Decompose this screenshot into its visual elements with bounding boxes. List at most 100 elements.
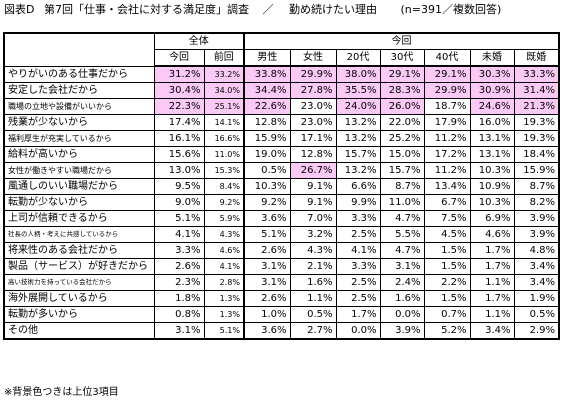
- table-cell: 1.7%: [469, 242, 515, 259]
- table-cell: 3.6%: [243, 322, 291, 340]
- table-cell: 18.4%: [513, 146, 560, 163]
- table-row: 安定した会社だから 30.4% 34.0% 34.4% 27.8% 35.5% 28.3% 2…: [3, 82, 560, 99]
- table-cell: 4.3%: [203, 226, 245, 243]
- table-cell: 9.2%: [203, 194, 245, 211]
- table-cell: 19.3%: [513, 130, 560, 147]
- table-cell: 35.5%: [335, 82, 381, 99]
- table-row: その他 3.1% 5.1% 3.6% 2.7% 0.0% 3.9% 5.2% 3.4% 2.9%: [3, 322, 560, 340]
- table-cell: 0.0%: [335, 322, 381, 340]
- table-row: 海外展開しているから 1.8% 1.3% 2.6% 1.1% 2.5% 1.6% 1.5% 1.…: [3, 290, 560, 307]
- table-cell: 3.1%: [243, 258, 291, 275]
- column-header: 女性: [289, 49, 337, 67]
- row-label: 職場の立地や設備がいいから: [3, 98, 155, 115]
- row-label: やりがいのある仕事だから: [3, 65, 155, 83]
- table-row: 女性が働きやすい職場だから 13.0% 15.3% 0.5% 26.7% 13.2% 15.…: [3, 162, 560, 179]
- column-header: 今回: [153, 49, 205, 67]
- table-cell: 27.8%: [289, 82, 337, 99]
- table-cell: 3.4%: [469, 322, 515, 340]
- table-cell: 4.6%: [203, 242, 245, 259]
- table-cell: 2.6%: [243, 242, 291, 259]
- table-cell: 2.1%: [289, 258, 337, 275]
- table-cell: 9.2%: [243, 194, 291, 211]
- table-cell: 1.8%: [153, 290, 205, 307]
- table-cell: 0.7%: [423, 306, 471, 323]
- table-cell: 29.9%: [289, 65, 337, 83]
- table-cell: 30.4%: [153, 82, 205, 99]
- chart-number: 図表D: [4, 3, 35, 16]
- table-cell: 3.4%: [513, 274, 560, 291]
- table-cell: 2.4%: [379, 274, 425, 291]
- table-cell: 8.2%: [513, 194, 560, 211]
- table-row: 将来性のある会社だから 3.3% 4.6% 2.6% 4.3% 4.1% 4.7% 1.5% 1…: [3, 242, 560, 259]
- table-row: 福利厚生が充実しているから 16.1% 16.6% 15.9% 17.1% 13.2% 25…: [3, 130, 560, 147]
- table-cell: 1.7%: [335, 306, 381, 323]
- table-cell: 1.9%: [513, 290, 560, 307]
- table-cell: 13.0%: [153, 162, 205, 179]
- table-cell: 1.5%: [423, 242, 471, 259]
- table-cell: 22.0%: [379, 114, 425, 131]
- table-cell: 2.6%: [243, 290, 291, 307]
- table-cell: 1.3%: [203, 290, 245, 307]
- column-header: 未婚: [469, 49, 515, 67]
- table-cell: 15.9%: [243, 130, 291, 147]
- table-cell: 0.8%: [153, 306, 205, 323]
- table-cell: 29.9%: [423, 82, 471, 99]
- table-cell: 26.0%: [379, 98, 425, 115]
- table-cell: 9.5%: [153, 178, 205, 195]
- table-cell: 9.1%: [289, 194, 337, 211]
- table-cell: 0.5%: [243, 162, 291, 179]
- table-cell: 2.6%: [153, 258, 205, 275]
- table-cell: 13.1%: [469, 146, 515, 163]
- table-row: 残業が少ないから 17.4% 14.1% 12.8% 23.0% 13.2% 22.0% 17…: [3, 114, 560, 131]
- table-cell: 26.7%: [289, 162, 337, 179]
- table-cell: 22.6%: [243, 98, 291, 115]
- table-cell: 29.1%: [379, 65, 425, 83]
- table-cell: 3.1%: [243, 274, 291, 291]
- table-cell: 3.2%: [289, 226, 337, 243]
- table-cell: 2.2%: [423, 274, 471, 291]
- table-cell: 12.8%: [243, 114, 291, 131]
- row-label: 海外展開しているから: [3, 290, 155, 307]
- table-cell: 11.0%: [203, 146, 245, 163]
- table-cell: 14.1%: [203, 114, 245, 131]
- table-cell: 33.3%: [513, 65, 560, 83]
- table-cell: 4.3%: [289, 242, 337, 259]
- table-cell: 3.1%: [379, 258, 425, 275]
- table-row: 製品（サービス）が好きだから 2.6% 4.1% 3.1% 2.1% 3.3% 3.1% 1.…: [3, 258, 560, 275]
- column-header: 男性: [243, 49, 291, 67]
- header-group-all: 全体: [153, 32, 245, 50]
- table-row: 転勤が多いから 0.8% 1.3% 1.0% 0.5% 1.7% 0.0% 0.7% 1.1% 0…: [3, 306, 560, 323]
- table-row: 給料が高いから 15.6% 11.0% 19.0% 12.8% 15.7% 15.0% 17.…: [3, 146, 560, 163]
- table-cell: 12.8%: [289, 146, 337, 163]
- table-row: 社長の人柄・考えに共感しているから 4.1% 4.3% 5.1% 3.2% 2.5% 5.5…: [3, 226, 560, 243]
- table-cell: 15.7%: [335, 146, 381, 163]
- table-row: 転勤が少ないから 9.0% 9.2% 9.2% 9.1% 9.9% 11.0% 6.7% 10.…: [3, 194, 560, 211]
- table-cell: 3.9%: [379, 322, 425, 340]
- table-cell: 29.1%: [423, 65, 471, 83]
- table-cell: 3.3%: [153, 242, 205, 259]
- table-cell: 13.2%: [335, 162, 381, 179]
- survey-title: 第7回「仕事・会社に対する満足度」調査: [43, 3, 249, 16]
- table-cell: 6.6%: [335, 178, 381, 195]
- table-cell: 4.1%: [335, 242, 381, 259]
- table-cell: 33.8%: [243, 65, 291, 83]
- table-cell: 2.7%: [289, 322, 337, 340]
- table-cell: 11.0%: [379, 194, 425, 211]
- table-cell: 4.5%: [423, 226, 471, 243]
- table-cell: 4.8%: [513, 242, 560, 259]
- table-cell: 1.1%: [469, 274, 515, 291]
- header-corner: [3, 32, 155, 67]
- header-group-current: 今回: [243, 32, 560, 50]
- table-cell: 5.1%: [243, 226, 291, 243]
- table-cell: 1.5%: [423, 290, 471, 307]
- table-row: やりがいのある仕事だから 31.2% 33.2% 33.8% 29.9% 38.0% 29.…: [3, 65, 560, 83]
- table-cell: 8.4%: [203, 178, 245, 195]
- table-row: 上司が信頼できるから 5.1% 5.9% 3.6% 7.0% 3.3% 4.7% 7.5% 6.…: [3, 210, 560, 227]
- table-cell: 1.5%: [423, 258, 471, 275]
- table-cell: 13.2%: [335, 130, 381, 147]
- table-cell: 0.0%: [379, 306, 425, 323]
- table-cell: 7.0%: [289, 210, 337, 227]
- row-label: 残業が少ないから: [3, 114, 155, 131]
- table-cell: 13.1%: [469, 130, 515, 147]
- table-cell: 10.3%: [469, 162, 515, 179]
